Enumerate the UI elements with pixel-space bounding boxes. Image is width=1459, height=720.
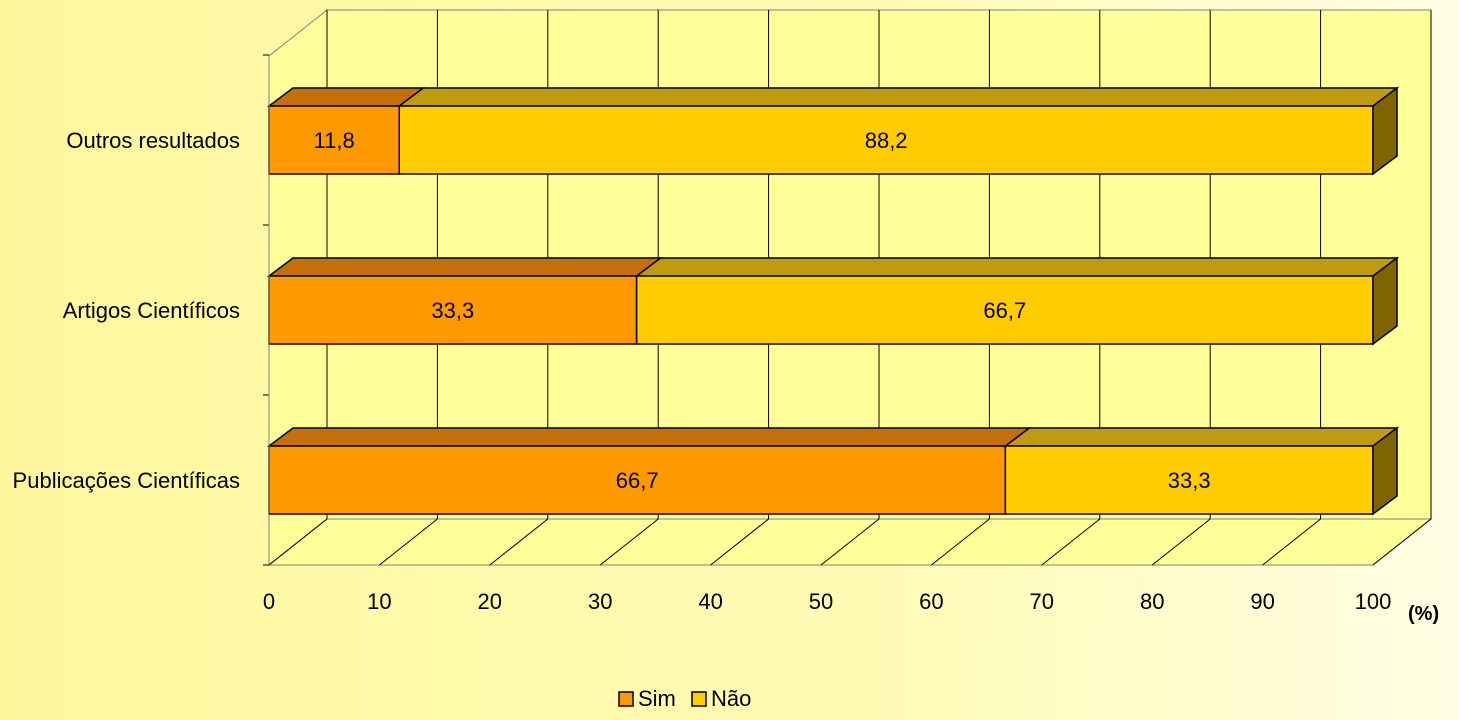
gridline-floor [1041, 518, 1101, 566]
bar-data-label: 66,7 [616, 468, 659, 493]
x-tick-label: 30 [588, 589, 612, 614]
gridline-floor [710, 518, 769, 566]
bar-Sim [268, 105, 401, 175]
bar-top-Sim [266, 427, 1032, 447]
x-tick-label: 50 [809, 589, 833, 614]
x-tick-label: 40 [698, 589, 722, 614]
gridline-floor [820, 518, 880, 566]
bar-side [1372, 86, 1398, 176]
bar-data-label: 33,3 [431, 298, 474, 323]
bars: 66,7 33,3 33,3 66,7 11,8 88,2 [266, 86, 1400, 516]
bar-data-label: 11,8 [314, 128, 355, 153]
bar-Sim [268, 445, 1007, 515]
bar-Sim [268, 275, 638, 345]
bar-top-Não [1003, 427, 1400, 447]
x-tick-label: 0 [263, 589, 275, 614]
bar-side [1372, 426, 1398, 516]
legend-swatch-Sim [618, 691, 634, 707]
bar-side [1372, 256, 1398, 346]
axes: 0 10 20 30 40 50 60 70 80 90 100 Publicações Cientí… [13, 54, 1392, 614]
bar-data-label: 88,2 [865, 128, 908, 153]
legend-swatch-Não [691, 691, 707, 707]
legend-label-Não: Não [711, 686, 751, 711]
y-category-label: Publicações Científicas [13, 468, 240, 493]
x-tick-label: 100 [1355, 589, 1392, 614]
x-tick-label: 10 [367, 589, 391, 614]
x-tick-label: 80 [1140, 589, 1164, 614]
legend: Sim Não [618, 686, 751, 711]
bar-Não [398, 105, 1374, 175]
y-category-label: Outros resultados [66, 128, 240, 153]
bar-Não [1004, 445, 1374, 515]
bar-Não [635, 275, 1374, 345]
gridline-floor [379, 518, 438, 566]
bar-top-Sim [266, 257, 663, 277]
x-tick-label: 90 [1250, 589, 1274, 614]
gridline-floor [489, 518, 549, 566]
gridline-floor [1372, 518, 1432, 566]
x-axis-unit-label: (%) [1408, 603, 1439, 625]
bar-data-label: 66,7 [983, 298, 1026, 323]
bar-top-Sim [266, 87, 426, 107]
gridline-floor [1151, 518, 1211, 566]
gridline-floor [931, 518, 990, 566]
bar-data-label: 33,3 [1168, 468, 1211, 493]
bar-top-Não [634, 257, 1400, 277]
gridline-floor [268, 518, 328, 566]
bar-top-Não [397, 87, 1400, 107]
x-tick-label: 60 [919, 589, 943, 614]
y-category-label: Artigos Científicos [63, 298, 240, 323]
x-tick-label: 70 [1030, 589, 1054, 614]
x-tick-label: 20 [478, 589, 502, 614]
gridline-floor [1262, 518, 1321, 566]
legend-label-Sim: Sim [638, 686, 676, 711]
gridline-floor [599, 518, 659, 566]
